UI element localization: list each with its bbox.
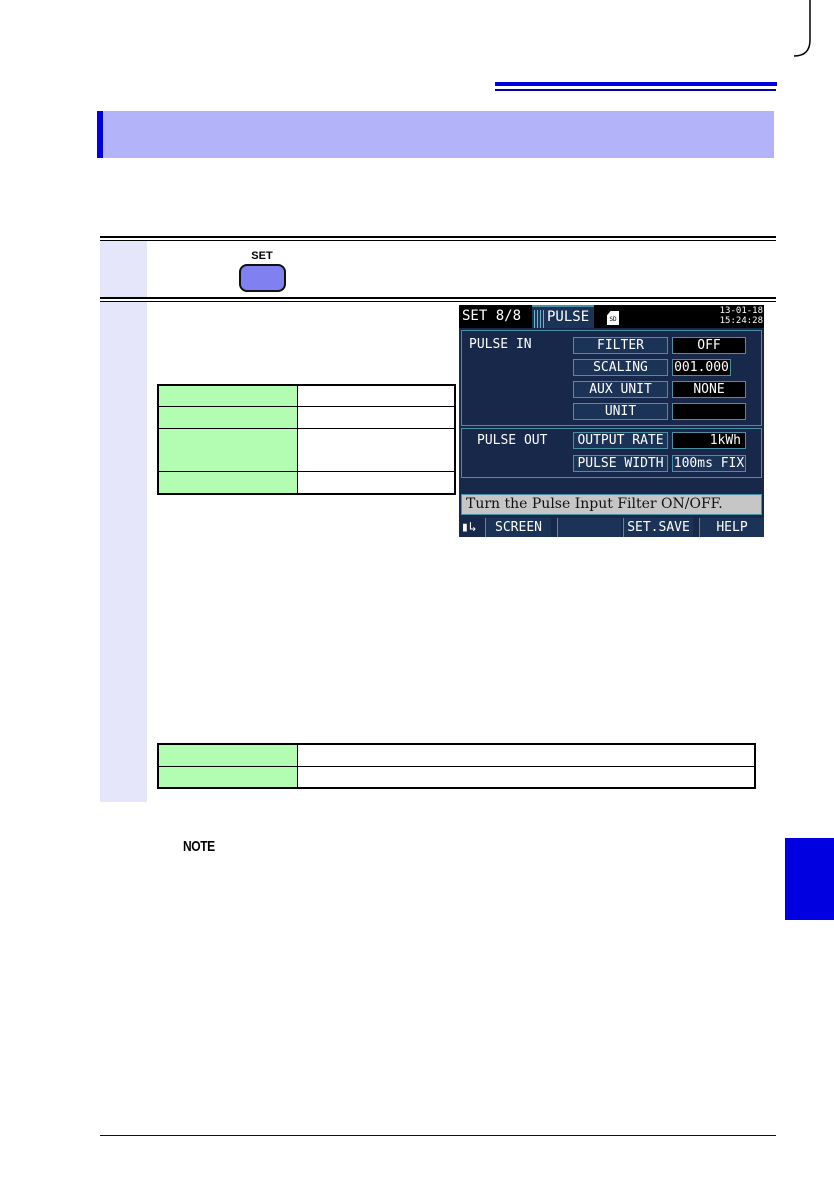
sd-card-icon: SD [607,311,619,325]
screen-key[interactable]: SCREEN [485,518,551,537]
sd-label: SD [609,316,617,323]
table-key-cell [157,743,298,767]
output-rate-label: OUTPUT RATE [573,432,668,449]
settings-table [157,384,456,495]
blank-key[interactable] [557,518,621,537]
step-divider [100,297,776,299]
set-save-key[interactable]: SET.SAVE [623,518,693,537]
screen-time: 15:24:28 [719,316,763,326]
table-value-cell [296,471,456,495]
tab-pulse[interactable]: PULSE [532,305,594,328]
filter-value[interactable]: OFF [672,337,746,354]
unit-label: UNIT [573,403,668,420]
output-rate-value[interactable]: 1kWh [672,432,746,449]
filter-label: FILTER [573,337,668,354]
pulse-in-panel [461,330,762,426]
table-key-cell [157,765,298,789]
option-table [157,743,756,789]
scaling-label: SCALING [573,359,668,376]
step-table-top-rule [100,236,776,238]
help-bar: Turn the Pulse Input Filter ON/OFF. [461,494,762,515]
tab-label: PULSE [547,309,590,325]
page-corner-curve [793,0,811,57]
note-label: NOTE [183,838,215,855]
table-key-cell [157,427,298,473]
tab-stripes-icon [534,310,546,328]
set-key-label: SET [251,250,273,262]
chapter-side-tab[interactable] [785,838,834,920]
header-rule-thick [495,82,777,86]
table-value-cell [296,405,456,429]
unit-value[interactable] [672,403,746,420]
scaling-value[interactable]: 001.000 [672,359,731,376]
set-key: SET [238,251,286,295]
table-key-cell [157,384,298,407]
help-key[interactable]: HELP [699,518,764,537]
table-value-cell [296,384,456,407]
step-table-top-rule-2 [100,240,776,241]
screen-title: SET 8/8 [462,308,522,324]
device-screen: SET 8/8 PULSE SD 13-01-18 15:24:28 PULSE… [459,305,764,537]
pulse-out-panel [461,428,762,478]
footer-rule [100,1135,776,1136]
step-2-number-cell [100,302,147,802]
pulse-out-heading: PULSE OUT [477,433,548,448]
pulse-width-label: PULSE WIDTH [573,455,668,472]
section-heading-band [97,111,774,158]
aux-unit-label: AUX UNIT [573,381,668,398]
step-1-number-cell [100,241,147,297]
table-value-cell [296,765,756,789]
step-divider-2 [100,301,776,302]
screen-date: 13-01-18 [719,306,763,316]
table-value-cell [296,427,456,473]
table-key-cell [157,471,298,495]
aux-unit-value[interactable]: NONE [672,381,746,398]
pulse-width-value: 100ms FIX [672,455,746,472]
pulse-in-heading: PULSE IN [469,337,532,352]
set-button-icon [238,264,286,292]
power-plug-icon: ▮↳ [461,520,477,535]
table-value-cell [296,743,756,767]
table-key-cell [157,405,298,429]
header-rule-thin [495,89,776,91]
help-text: Turn the Pulse Input Filter ON/OFF. [466,496,723,512]
